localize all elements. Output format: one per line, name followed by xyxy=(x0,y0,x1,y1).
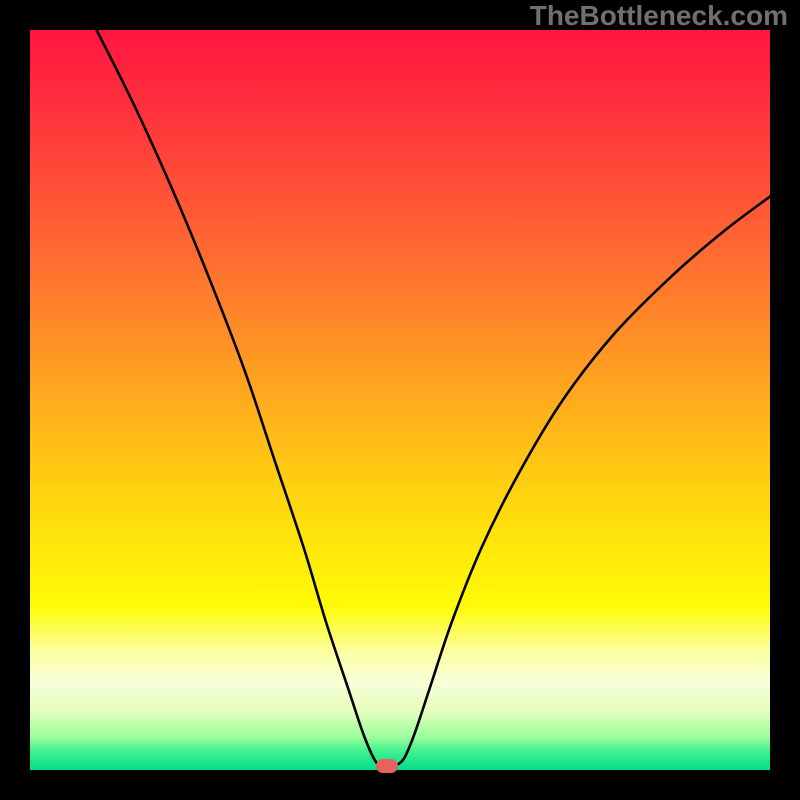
chart-container: TheBottleneck.com xyxy=(0,0,800,800)
watermark-text: TheBottleneck.com xyxy=(530,0,788,32)
plot-area xyxy=(30,30,770,770)
optimal-marker xyxy=(376,759,398,773)
gradient-background xyxy=(30,30,770,770)
